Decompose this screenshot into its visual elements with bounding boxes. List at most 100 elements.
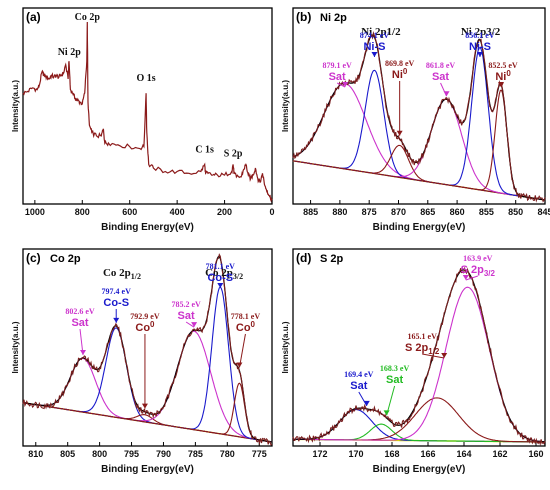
peak-assignment-label: Ni-S [363,41,385,53]
x-tick-label: 845 [537,207,550,217]
spin-orbit-group-label: Co 2p1/2 [103,267,141,281]
spin-orbit-group-label: Ni 2p3/2 [461,26,501,38]
peak-arrow-head [383,410,390,416]
x-tick-label: 870 [391,207,406,217]
peak-assignment-label: Co-S [103,297,129,309]
peak-energy-label: 163.9 eV [463,254,493,263]
fit-component-4 [292,98,546,201]
peak-energy-label: 169.4 eV [344,370,374,379]
peak-label-survey: S 2p [224,148,243,159]
x-tick-label: 865 [420,207,435,217]
x-tick-label: 166 [420,449,435,459]
x-tick-label: 0 [269,207,274,217]
x-tick-label: 885 [303,207,318,217]
peak-label-survey: Ni 2p [58,47,82,58]
fit-component-3 [292,144,546,201]
x-axis-title: Binding Energy(eV) [101,464,194,475]
x-tick-label: 170 [348,449,363,459]
y-axis-title: Intensity(a.u.) [11,80,20,132]
panel-a-survey: 1000 800 600 400 200 0 Binding Energy(eV) Inten… [11,7,275,233]
peak-assignment-label: Co0 [236,320,256,334]
x-tick-label: 795 [124,449,139,459]
peak-arrow-head [80,349,87,355]
peak-arrow-shaft [422,353,445,359]
peak-arrow-shaft [336,82,346,88]
peak-energy-label: 861.8 eV [426,61,456,70]
panel-title: Co 2p [50,253,81,265]
fit-component-3 [293,397,545,443]
plot-frame [292,248,546,447]
peak-assignment-label: Sat [178,310,195,322]
fit-component-6 [22,382,273,443]
y-axis-title: Intensity(a.u.) [11,321,20,373]
peak-assignment-label: Co0 [135,320,155,334]
peak-arrow-head [371,52,378,57]
peak-assignment-label: Sat [350,380,367,392]
panel-title: S 2p [320,253,344,265]
x-tick-label: 400 [170,207,185,217]
x-axis-title: Binding Energy(eV) [101,222,194,233]
peak-arrow-shaft [238,333,246,368]
peak-arrow-head [441,353,448,358]
peak-arrow-head [113,317,120,323]
x-tick-label: 775 [252,449,267,459]
x-tick-label: 600 [122,207,137,217]
x-tick-label: 855 [479,207,494,217]
peak-label-survey: O 1s [136,73,155,84]
x-tick-label: 780 [220,449,235,459]
x-tick-label: 810 [28,449,43,459]
peak-assignment-label: Co-S [207,272,233,284]
peak-assignment-subscript: 3/2 [484,269,496,278]
y-axis-title: Intensity(a.u.) [281,321,290,373]
x-axis-title: Binding Energy(eV) [373,222,466,233]
fit-component-1 [292,82,546,201]
peak-assignment-superscript: 0 [251,320,256,329]
peak-arrow-head [476,52,483,57]
peak-arrow-head [443,91,450,97]
peak-assignment-label: Ni0 [392,67,408,81]
peak-energy-label: 785.2 eV [171,300,201,309]
fit-envelope-line [22,256,273,443]
panel-c-co2p: 810 805 800 795 790 785 780 775 Binding Energy(e… [11,248,273,475]
panel-tag: (d) [296,251,311,265]
peak-label-survey: C 1s [195,144,214,155]
x-tick-label: 850 [508,207,523,217]
x-tick-label: 168 [384,449,399,459]
peak-assignment-label: Sat [71,317,88,329]
peak-energy-label: 879.1 eV [322,61,352,70]
peak-assignment-label: Sat [386,374,403,386]
peak-energy-label: 168.3 eV [380,364,410,373]
peak-energy-label: 165.1 eV [408,332,438,341]
fit-component-2 [22,327,273,443]
y-axis-title: Intensity(a.u.) [281,80,290,132]
panel-tag: (b) [296,10,311,24]
x-tick-label: 164 [456,449,471,459]
x-tick-label: 1000 [25,207,45,217]
x-tick-label: 200 [217,207,232,217]
x-tick-label: 785 [188,449,203,459]
peak-assignment-label: Ni-S [469,41,491,53]
peak-energy-label: 874.1 eV [360,31,390,40]
peak-energy-label: 778.1 eV [231,312,261,321]
panel-d-s2p: 172 170 168 166 164 162 160 Binding Energy(eV) I… [281,248,546,475]
peak-arrow-shaft [465,275,478,281]
plot-frame [22,248,273,447]
peak-assignment-label: Sat [432,71,449,83]
raw-spectrum-line [292,30,546,203]
x-tick-label: 800 [75,207,90,217]
panel-tag: (a) [26,10,41,24]
plot-frame [292,7,546,205]
peak-energy-label: 792.9 eV [130,312,160,321]
peak-energy-label: 869.8 eV [385,59,415,68]
peak-assignment-superscript: 0 [403,67,408,76]
spin-orbit-subscript: 1/2 [131,272,141,281]
x-tick-label: 800 [92,449,107,459]
x-tick-label: 162 [492,449,507,459]
fit-component-6 [292,89,546,201]
peak-arrow-shaft [185,321,195,328]
x-axis-title: Binding Energy(eV) [373,464,466,475]
peak-energy-label: 781.1 eV [206,262,236,271]
peak-arrow-head [462,275,469,280]
peak-energy-label: 797.4 eV [102,287,132,296]
